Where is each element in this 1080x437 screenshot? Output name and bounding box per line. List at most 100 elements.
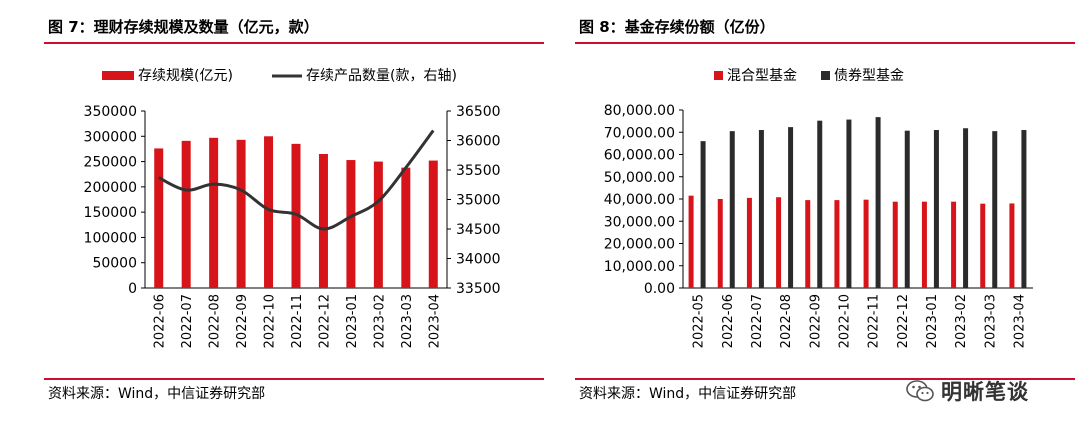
right-y-tick-label: 35500 bbox=[456, 163, 501, 179]
x-tick-label: 2022-05 bbox=[692, 294, 707, 348]
x-tick-label: 2023-02 bbox=[954, 294, 969, 348]
bar-scale bbox=[264, 136, 274, 288]
y-tick-label: 50,000.00 bbox=[604, 170, 675, 186]
right-source-rule bbox=[575, 378, 1075, 380]
x-tick-label: 2022-08 bbox=[208, 294, 223, 348]
left-y-tick-label: 150000 bbox=[84, 205, 137, 221]
bar-hybrid bbox=[980, 203, 986, 288]
left-title-rule bbox=[44, 42, 544, 44]
legend-label-scale: 存续规模(亿元) bbox=[138, 67, 233, 84]
y-tick-label: 70,000.00 bbox=[604, 125, 675, 141]
y-tick-label: 80,000.00 bbox=[604, 103, 675, 119]
right-y-tick-label: 36500 bbox=[456, 104, 501, 120]
x-tick-label: 2022-10 bbox=[837, 294, 852, 348]
x-tick-label: 2023-01 bbox=[345, 294, 360, 348]
bar-hybrid bbox=[834, 200, 840, 288]
y-tick-label: 30,000.00 bbox=[604, 214, 675, 230]
bar-bond bbox=[933, 130, 939, 288]
right-y-tick-label: 33500 bbox=[456, 281, 501, 297]
bar-scale bbox=[291, 143, 301, 288]
bar-hybrid bbox=[805, 200, 811, 288]
x-tick-label: 2022-06 bbox=[721, 294, 736, 348]
watermark: 明晰笔谈 bbox=[905, 378, 1029, 404]
bar-scale bbox=[428, 160, 438, 288]
x-tick-label: 2022-09 bbox=[808, 294, 823, 348]
x-tick-label: 2022-12 bbox=[317, 294, 332, 348]
right-title-rule bbox=[575, 42, 1075, 44]
right-y-tick-label: 36000 bbox=[456, 134, 501, 150]
bar-bond bbox=[1021, 130, 1027, 288]
legend-label-hybrid: 混合型基金 bbox=[727, 67, 797, 84]
x-tick-label: 2023-03 bbox=[983, 294, 998, 348]
x-tick-label: 2022-06 bbox=[153, 294, 168, 348]
right-chart: 混合型基金 债券型基金 0.00 10,000.00 20,000.00 30,000.0… bbox=[604, 67, 1033, 348]
bar-bond bbox=[817, 120, 823, 289]
x-tick-label: 2022-08 bbox=[779, 294, 794, 348]
bar-scale bbox=[209, 137, 219, 288]
x-tick-label: 2022-07 bbox=[750, 294, 765, 348]
left-y-tick-label: 0 bbox=[128, 281, 137, 297]
left-y-tick-label: 100000 bbox=[84, 230, 137, 246]
x-tick-label: 2023-04 bbox=[1012, 294, 1027, 348]
bar-bond bbox=[788, 127, 794, 288]
bar-hybrid bbox=[863, 199, 869, 288]
bar-hybrid bbox=[921, 201, 927, 288]
bar-scale bbox=[318, 153, 328, 288]
x-tick-label: 2023-01 bbox=[925, 294, 940, 348]
x-tick-label: 2022-10 bbox=[263, 294, 278, 348]
right-y-tick-label: 34500 bbox=[456, 222, 501, 238]
legend-swatch-hybrid bbox=[714, 71, 723, 80]
left-source-rule bbox=[44, 378, 544, 380]
left-figure: 图 7：理财存续规模及数量（亿元，款） 存续规模(亿元) 存续产品数量(款，右轴)… bbox=[44, 0, 544, 437]
left-y-tick-label: 250000 bbox=[84, 155, 137, 171]
x-tick-label: 2022-07 bbox=[180, 294, 195, 348]
left-figure-title: 图 7：理财存续规模及数量（亿元，款） bbox=[48, 18, 319, 36]
y-tick-label: 40,000.00 bbox=[604, 192, 675, 208]
left-source: 资料来源：Wind，中信证券研究部 bbox=[48, 386, 266, 402]
right-figure: 图 8：基金存续份额（亿份） 混合型基金 债券型基金 0.00 10,000.00 20… bbox=[575, 0, 1075, 437]
x-tick-label: 2022-11 bbox=[867, 294, 882, 348]
bar-scale bbox=[181, 140, 191, 288]
legend-label-bond: 债券型基金 bbox=[834, 67, 904, 84]
bar-hybrid bbox=[717, 199, 723, 288]
legend-swatch-scale bbox=[102, 71, 134, 80]
right-figure-title: 图 8：基金存续份额（亿份） bbox=[579, 18, 775, 36]
bar-bond bbox=[992, 131, 998, 288]
bar-bond bbox=[904, 130, 910, 288]
bar-scale bbox=[373, 161, 383, 288]
left-y-tick-label: 200000 bbox=[84, 180, 137, 196]
watermark-text: 明晰笔谈 bbox=[941, 380, 1029, 404]
bar-bond bbox=[963, 128, 969, 288]
bar-hybrid bbox=[746, 197, 752, 288]
x-tick-label: 2023-02 bbox=[372, 294, 387, 348]
bar-hybrid bbox=[776, 197, 782, 288]
bar-bond bbox=[846, 119, 852, 288]
x-tick-label: 2022-11 bbox=[290, 294, 305, 348]
bar-scale bbox=[236, 139, 246, 288]
right-source: 资料来源：Wind，中信证券研究部 bbox=[579, 386, 797, 402]
legend-swatch-bond bbox=[821, 71, 830, 80]
bar-bond bbox=[700, 141, 706, 288]
y-tick-label: 20,000.00 bbox=[604, 237, 675, 253]
bar-hybrid bbox=[951, 201, 957, 288]
left-y-tick-label: 350000 bbox=[84, 104, 137, 120]
line-count bbox=[158, 129, 435, 231]
bar-bond bbox=[875, 117, 881, 289]
x-tick-label: 2022-12 bbox=[896, 294, 911, 348]
legend-label-count: 存续产品数量(款，右轴) bbox=[306, 67, 457, 84]
bar-scale bbox=[154, 148, 164, 288]
right-y-tick-label: 34000 bbox=[456, 252, 501, 268]
bar-hybrid bbox=[1009, 203, 1015, 288]
x-tick-label: 2023-04 bbox=[427, 294, 442, 348]
x-tick-label: 2022-09 bbox=[235, 294, 250, 348]
bar-scale bbox=[401, 167, 411, 288]
x-tick-label: 2023-03 bbox=[400, 294, 415, 348]
y-tick-label: 60,000.00 bbox=[604, 148, 675, 164]
right-y-tick-label: 35000 bbox=[456, 193, 501, 209]
bar-hybrid bbox=[892, 201, 898, 288]
bar-bond bbox=[758, 130, 764, 288]
bar-scale bbox=[346, 160, 356, 288]
wechat-icon bbox=[906, 380, 934, 402]
bar-bond bbox=[729, 131, 735, 288]
bar-hybrid bbox=[688, 195, 694, 288]
